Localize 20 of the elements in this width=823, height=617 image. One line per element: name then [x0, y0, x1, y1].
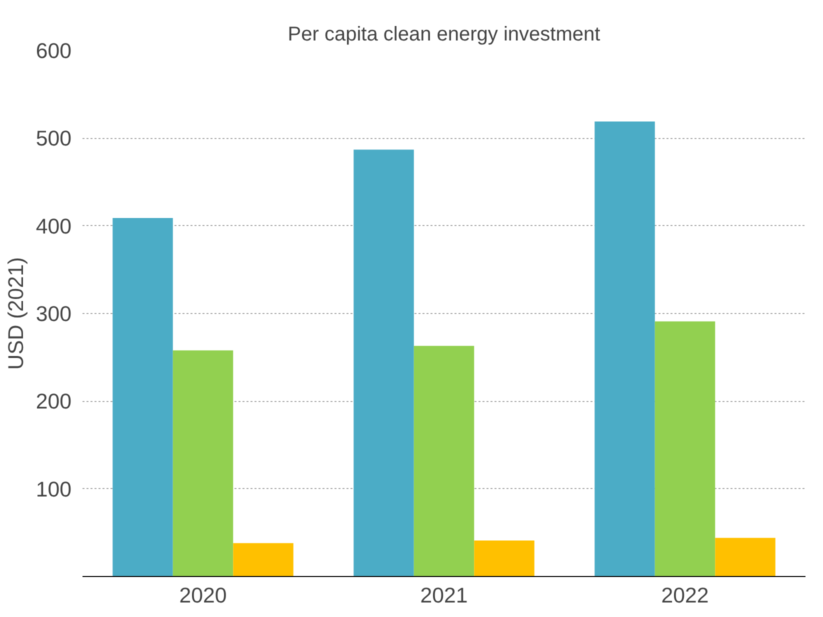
y-tick-label: 300 [36, 302, 72, 326]
bar [474, 540, 534, 576]
x-tick-label: 2022 [661, 584, 709, 608]
bar [354, 150, 414, 576]
y-tick-label: 100 [36, 477, 72, 502]
bar [414, 346, 474, 576]
y-tick-label: 200 [36, 390, 72, 414]
y-tick-label: 500 [36, 126, 72, 151]
bar [233, 543, 294, 576]
y-axis-title: USD (2021) [4, 257, 28, 370]
bar [112, 218, 173, 576]
bar [654, 321, 716, 576]
x-tick-label: 2021 [420, 584, 468, 608]
x-tick-label: 2020 [179, 584, 227, 608]
y-tick-label: 400 [36, 214, 72, 238]
bar [594, 122, 655, 576]
bar [715, 538, 776, 576]
y-tick-label: 600 [36, 39, 72, 63]
bar [172, 350, 234, 576]
chart-title: Per capita clean energy investment [288, 24, 601, 46]
